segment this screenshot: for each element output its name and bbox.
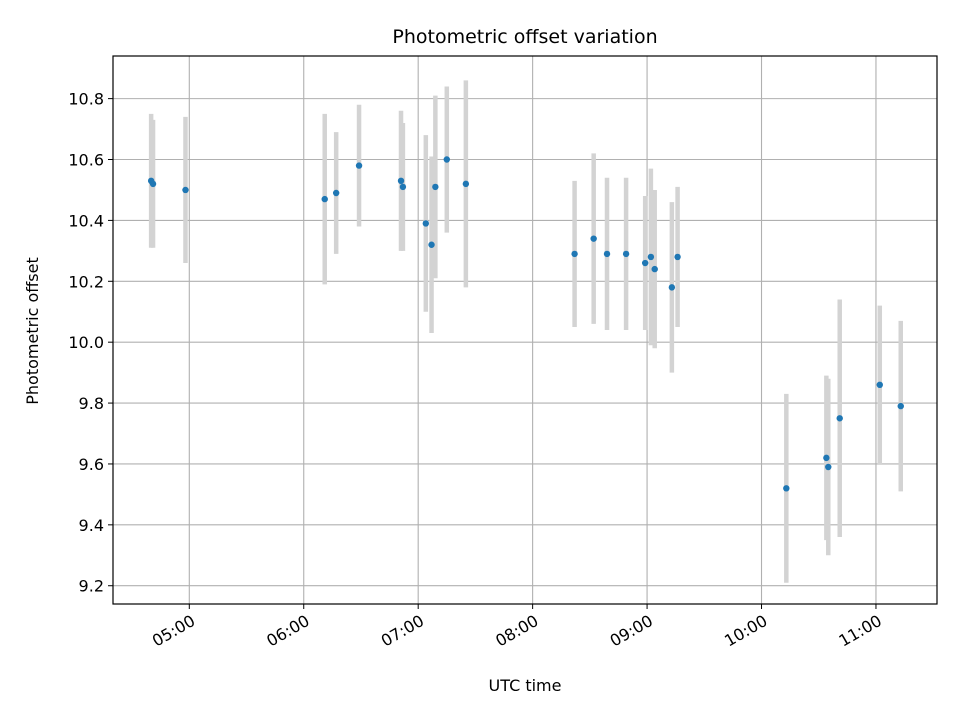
data-point	[399, 183, 407, 191]
data-point	[668, 284, 676, 291]
x-tick-label: 09:00	[607, 611, 656, 651]
data-point	[149, 180, 157, 188]
data-point	[321, 195, 328, 203]
data-point	[622, 250, 630, 258]
data-point	[836, 415, 843, 422]
data-point	[432, 183, 439, 191]
data-point	[182, 186, 189, 194]
data-point	[571, 250, 578, 258]
x-tick-label: 10:00	[721, 611, 770, 651]
chart-title: Photometric offset variation	[392, 26, 657, 48]
data-point	[783, 485, 790, 492]
y-tick-label: 9.6	[79, 455, 104, 474]
y-axis-label: Photometric offset	[23, 257, 42, 405]
error-bars	[148, 80, 904, 583]
x-axis-label: UTC time	[489, 676, 562, 695]
y-tick-label: 10.6	[68, 151, 104, 170]
data-point	[674, 253, 681, 261]
data-point	[422, 220, 430, 227]
data-point	[897, 402, 904, 410]
y-tick-label: 10.4	[68, 211, 104, 230]
x-tick-label: 06:00	[263, 611, 312, 651]
x-tick-label: 11:00	[836, 611, 885, 651]
data-point	[823, 454, 830, 462]
data-point	[443, 156, 450, 163]
data-point	[428, 241, 435, 248]
y-tick-label: 9.4	[79, 516, 104, 535]
data-point	[332, 189, 340, 197]
y-tick-label: 10.2	[68, 272, 104, 291]
data-point	[641, 259, 649, 267]
data-point	[825, 463, 832, 471]
data-point	[651, 265, 658, 273]
data-point	[603, 250, 611, 258]
y-tick-label: 10.8	[68, 90, 104, 109]
x-tick-label: 05:00	[149, 611, 198, 651]
data-point	[462, 180, 470, 188]
data-points	[147, 156, 904, 492]
x-axis: 05:00 06:00 07:00 08:00 09:00 10:00 11:00	[149, 604, 885, 651]
plot-frame	[112, 55, 938, 605]
y-axis: 9.2 9.4 9.6 9.8 10.0 10.2 10.4 10.6 10.8	[68, 90, 113, 596]
y-tick-label: 9.8	[79, 394, 104, 413]
data-point	[397, 177, 405, 185]
data-point	[355, 162, 363, 169]
y-tick-label: 9.2	[79, 577, 104, 596]
x-tick-label: 07:00	[378, 611, 427, 651]
data-point	[590, 235, 597, 242]
data-point	[647, 253, 655, 261]
x-tick-label: 08:00	[492, 611, 541, 651]
grid	[113, 56, 937, 604]
data-point	[876, 381, 883, 388]
y-tick-label: 10.0	[68, 333, 104, 352]
